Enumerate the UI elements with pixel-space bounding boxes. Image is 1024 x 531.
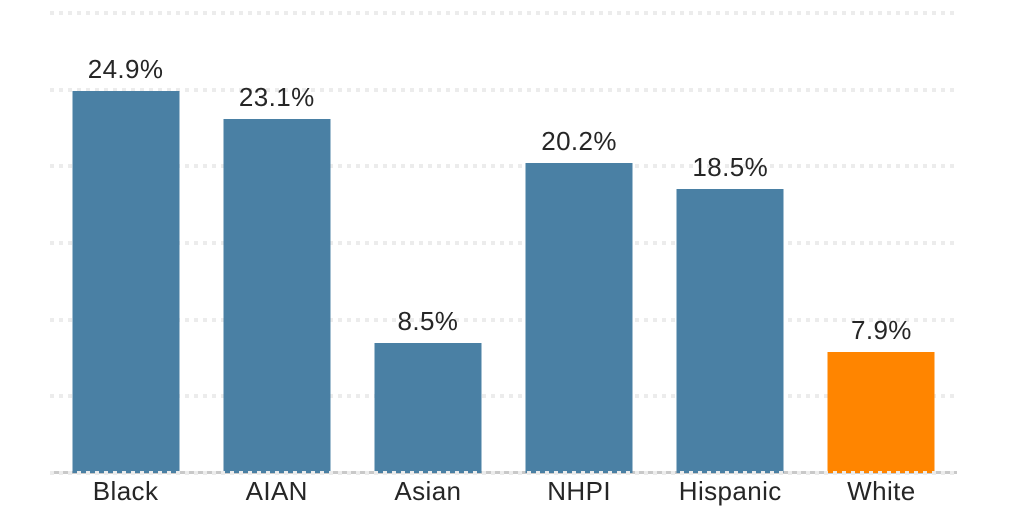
bar-slot-asian: 8.5% Asian [352,13,503,506]
bar-aian [223,118,331,473]
gridline-20 [50,164,957,169]
gridline-15 [50,241,957,245]
bar-white [827,351,935,473]
x-axis-label-hispanic: Hispanic [678,476,782,506]
plot-area: 24.9% Black 23.1% AIAN 8.5% Asian 20.2% NHPI 18.… [50,11,957,506]
bar-value-label-black: 24.9% [87,54,164,85]
bar-value-label-nhpi: 20.2% [541,126,617,157]
gridline-10 [50,317,957,322]
bar-slot-black: 24.9% Black [50,13,201,506]
gridline-5 [50,394,957,399]
bar-value-label-aian: 23.1% [238,81,315,112]
bar-value-label-white: 7.9% [850,314,912,345]
bar-nhpi [525,163,633,473]
bar-value-label-hispanic: 18.5% [692,152,769,183]
x-axis-label-nhpi: NHPI [547,476,611,506]
gridline-30 [50,11,957,15]
bar-slot-hispanic: 18.5% Hispanic [655,13,806,506]
x-axis-label-aian: AIAN [245,476,308,506]
bar-slot-white: 7.9% White [806,13,957,506]
gridline-25 [50,87,957,92]
x-axis-label-asian: Asian [394,476,462,506]
gridline-0 [50,471,957,475]
x-axis-label-black: Black [92,476,159,506]
bar-hispanic [676,189,784,473]
x-axis-label-white: White [847,476,916,506]
bar-black [72,91,180,473]
bar-value-label-asian: 8.5% [397,305,459,336]
bar-slot-nhpi: 20.2% NHPI [504,13,655,506]
bar-slot-aian: 23.1% AIAN [201,13,352,506]
bar-asian [374,342,482,473]
